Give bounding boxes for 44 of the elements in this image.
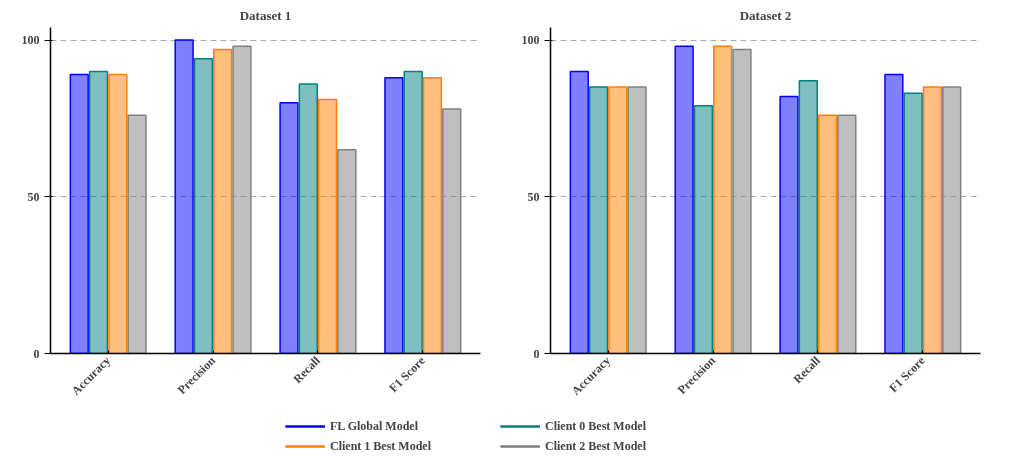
bar: [837, 114, 857, 354]
chart-title: Dataset 1: [239, 7, 292, 23]
bar: [779, 95, 799, 354]
bar: [674, 45, 694, 354]
bar: [298, 83, 318, 354]
bar: [588, 86, 609, 354]
bar: [732, 48, 752, 354]
bar: [627, 86, 647, 354]
bar: [422, 76, 443, 354]
y-tick-label: 50: [27, 189, 40, 204]
bar: [693, 105, 714, 354]
bar: [903, 92, 923, 354]
bar: [442, 108, 462, 354]
bar: [337, 149, 357, 354]
bar: [193, 58, 214, 354]
bar: [569, 70, 589, 354]
bar: [817, 114, 838, 354]
bar: [279, 101, 299, 354]
y-tick-label: 100: [21, 33, 40, 48]
bar: [384, 76, 404, 354]
legend-label: Client 2 Best Model: [545, 438, 647, 454]
bar: [922, 86, 943, 354]
bar: [108, 73, 128, 354]
bar: [174, 39, 194, 354]
bar: [232, 45, 252, 354]
bar: [608, 86, 628, 354]
bar: [213, 48, 233, 354]
y-tick-label: 0: [33, 346, 40, 361]
bar: [713, 45, 733, 354]
legend-label: Client 1 Best Model: [330, 438, 432, 454]
bar: [69, 73, 89, 354]
y-tick-label: 100: [521, 33, 540, 48]
bar: [127, 114, 147, 354]
legend-label: FL Global Model: [330, 418, 419, 434]
legend-label: Client 0 Best Model: [545, 418, 647, 434]
bar: [403, 70, 423, 354]
chart-title: Dataset 2: [739, 7, 792, 23]
bar: [88, 70, 109, 354]
y-tick-label: 50: [527, 189, 540, 204]
y-tick-label: 0: [533, 346, 540, 361]
bar: [884, 73, 904, 354]
bar: [942, 86, 962, 354]
bar: [798, 80, 818, 354]
bar: [317, 98, 338, 354]
